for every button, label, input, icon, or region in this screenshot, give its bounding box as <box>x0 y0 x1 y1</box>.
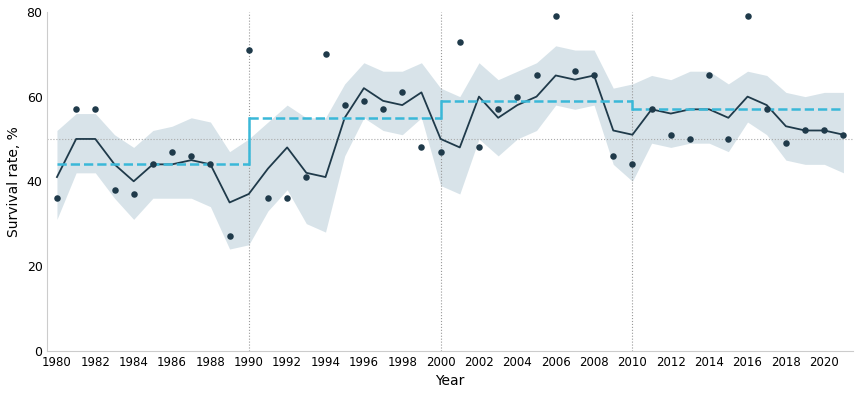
Point <box>568 68 581 74</box>
Point <box>433 149 447 155</box>
Point <box>453 38 467 45</box>
Point <box>223 233 237 239</box>
Point <box>70 106 83 113</box>
Point <box>779 140 793 147</box>
Point <box>740 13 754 19</box>
Point <box>683 136 697 142</box>
Point <box>664 132 678 138</box>
Point <box>108 186 121 193</box>
Point <box>357 98 371 104</box>
Point <box>376 106 390 113</box>
Point <box>299 174 313 180</box>
Point <box>491 106 505 113</box>
Point <box>645 106 659 113</box>
Point <box>319 51 333 57</box>
Point <box>817 127 831 134</box>
Point <box>798 127 812 134</box>
Point <box>126 191 140 197</box>
Point <box>146 161 160 167</box>
Point <box>760 106 774 113</box>
Point <box>837 132 851 138</box>
Point <box>165 149 179 155</box>
Point <box>625 161 639 167</box>
Point <box>511 94 525 100</box>
Point <box>338 102 352 108</box>
Point <box>396 89 409 96</box>
Point <box>50 195 64 201</box>
Point <box>587 72 601 79</box>
Point <box>549 13 562 19</box>
Point <box>89 106 102 113</box>
Point <box>606 153 620 159</box>
Point <box>242 47 255 53</box>
Point <box>722 136 735 142</box>
X-axis label: Year: Year <box>435 374 465 388</box>
Point <box>261 195 275 201</box>
Point <box>530 72 544 79</box>
Point <box>204 161 218 167</box>
Y-axis label: Survival rate, %: Survival rate, % <box>7 126 21 237</box>
Point <box>280 195 294 201</box>
Point <box>703 72 716 79</box>
Point <box>415 144 428 150</box>
Point <box>184 153 198 159</box>
Point <box>472 144 486 150</box>
